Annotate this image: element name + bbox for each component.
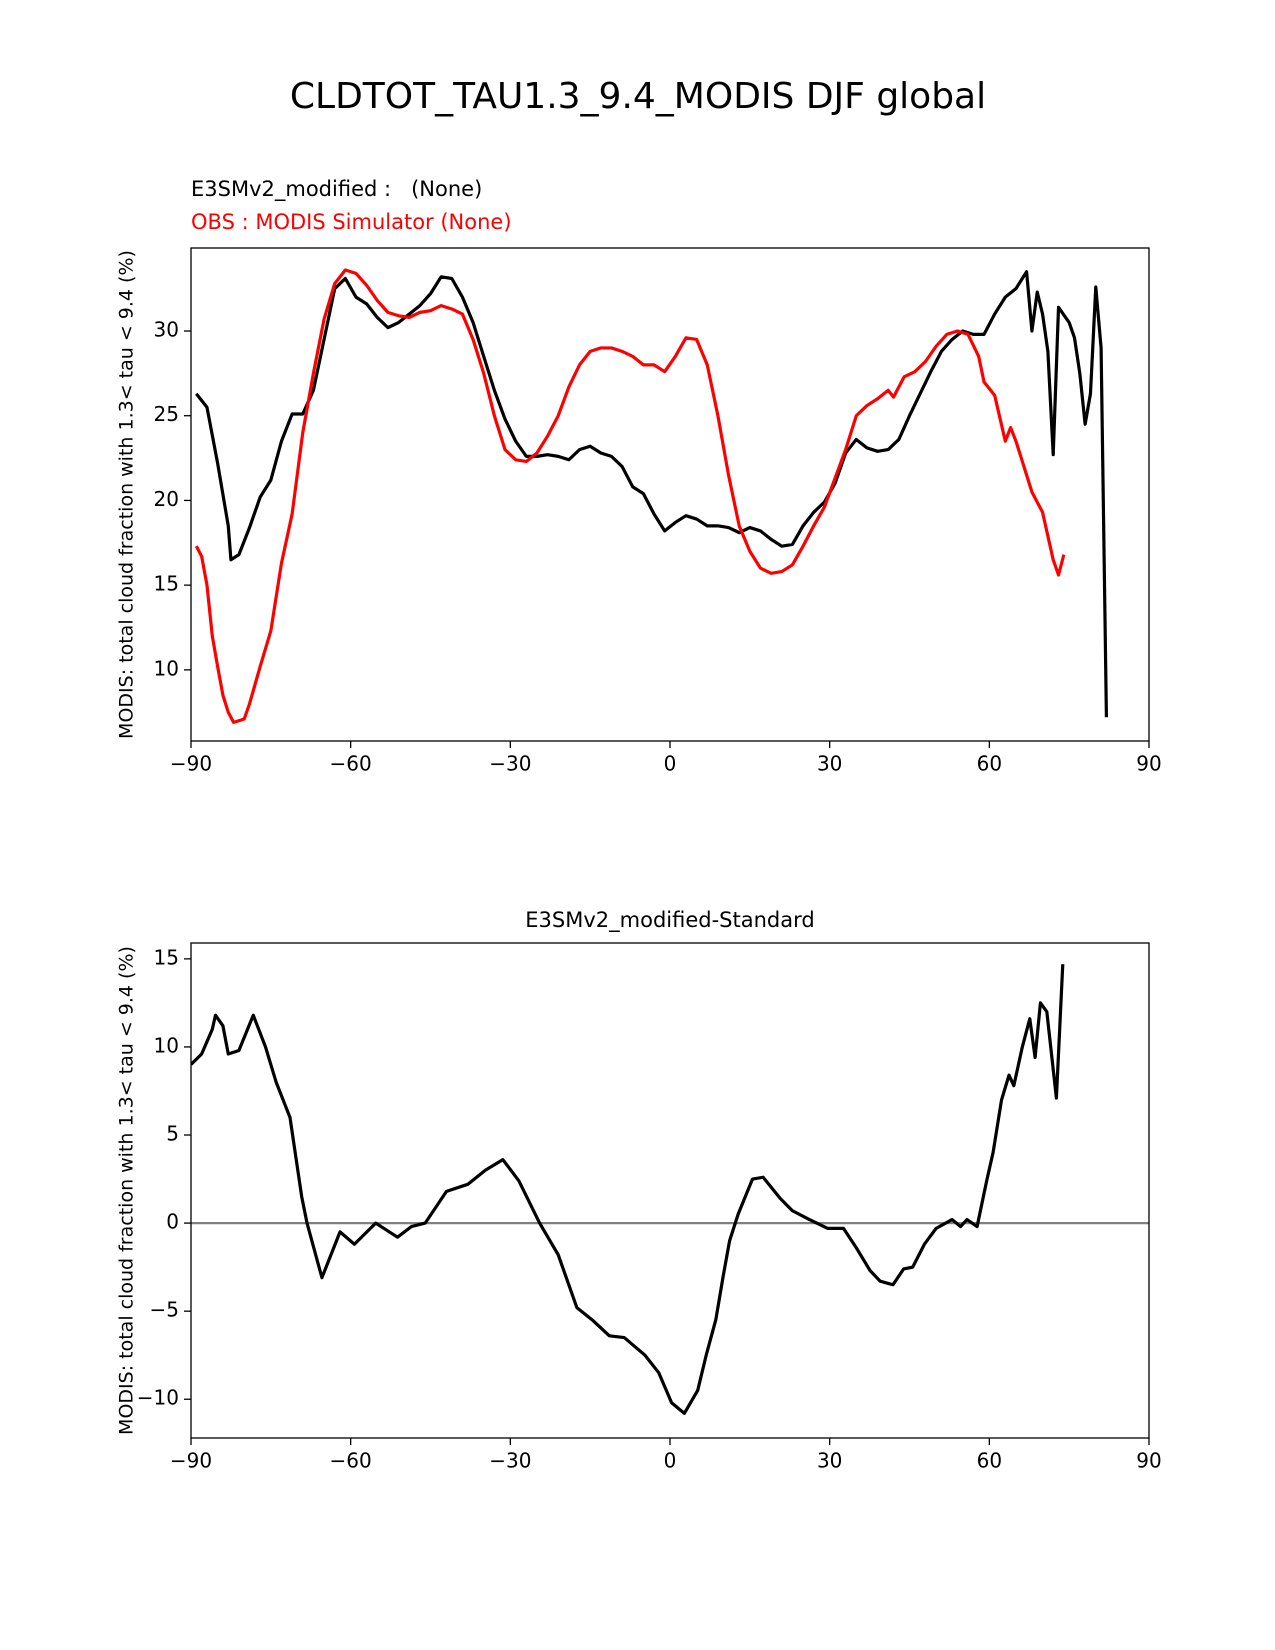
y-tick-label: −5 (150, 1298, 179, 1322)
x-tick-label: −90 (170, 752, 212, 776)
plot-area (194, 268, 1109, 724)
x-tick-label: −90 (170, 1449, 212, 1473)
series-line (191, 964, 1065, 1415)
plot-area (191, 964, 1065, 1415)
x-tick-label: 30 (817, 752, 842, 776)
y-tick-label: 10 (154, 1033, 179, 1057)
x-tick-label: 0 (664, 752, 677, 776)
legend-label: OBS : MODIS Simulator (None) (191, 210, 512, 234)
axes-frame (190, 247, 1150, 742)
axes-title: E3SMv2_modified-Standard (525, 908, 814, 933)
x-tick-label: 30 (817, 1449, 842, 1473)
x-tick-label: 0 (664, 1449, 677, 1473)
x-tick-label: 90 (1136, 1449, 1161, 1473)
y-tick-label: 0 (166, 1210, 179, 1234)
series-line (194, 268, 1066, 724)
y-axis-label: MODIS: total cloud fraction with 1.3< ta… (116, 946, 138, 1435)
x-tick-label: −30 (489, 1449, 531, 1473)
x-tick-label: −60 (330, 752, 372, 776)
y-tick-label: 10 (154, 656, 179, 680)
figure-title: CLDTOT_TAU1.3_9.4_MODIS DJF global (290, 76, 986, 117)
axes-frame (190, 942, 1150, 1439)
legend-label: E3SMv2_modified : (None) (191, 177, 482, 202)
y-tick-label: −10 (137, 1386, 179, 1410)
y-tick-label: 15 (154, 572, 179, 596)
x-tick-label: −60 (330, 1449, 372, 1473)
y-tick-label: 15 (154, 945, 179, 969)
x-tick-label: 90 (1136, 752, 1161, 776)
y-tick-label: 30 (154, 318, 179, 342)
y-tick-label: 5 (166, 1122, 179, 1146)
y-axis-label: MODIS: total cloud fraction with 1.3< ta… (116, 250, 138, 739)
y-tick-label: 25 (154, 402, 179, 426)
y-tick-label: 20 (154, 487, 179, 511)
series-line (195, 270, 1109, 718)
x-tick-label: 60 (977, 1449, 1002, 1473)
x-tick-label: 60 (977, 752, 1002, 776)
x-tick-label: −30 (489, 752, 531, 776)
